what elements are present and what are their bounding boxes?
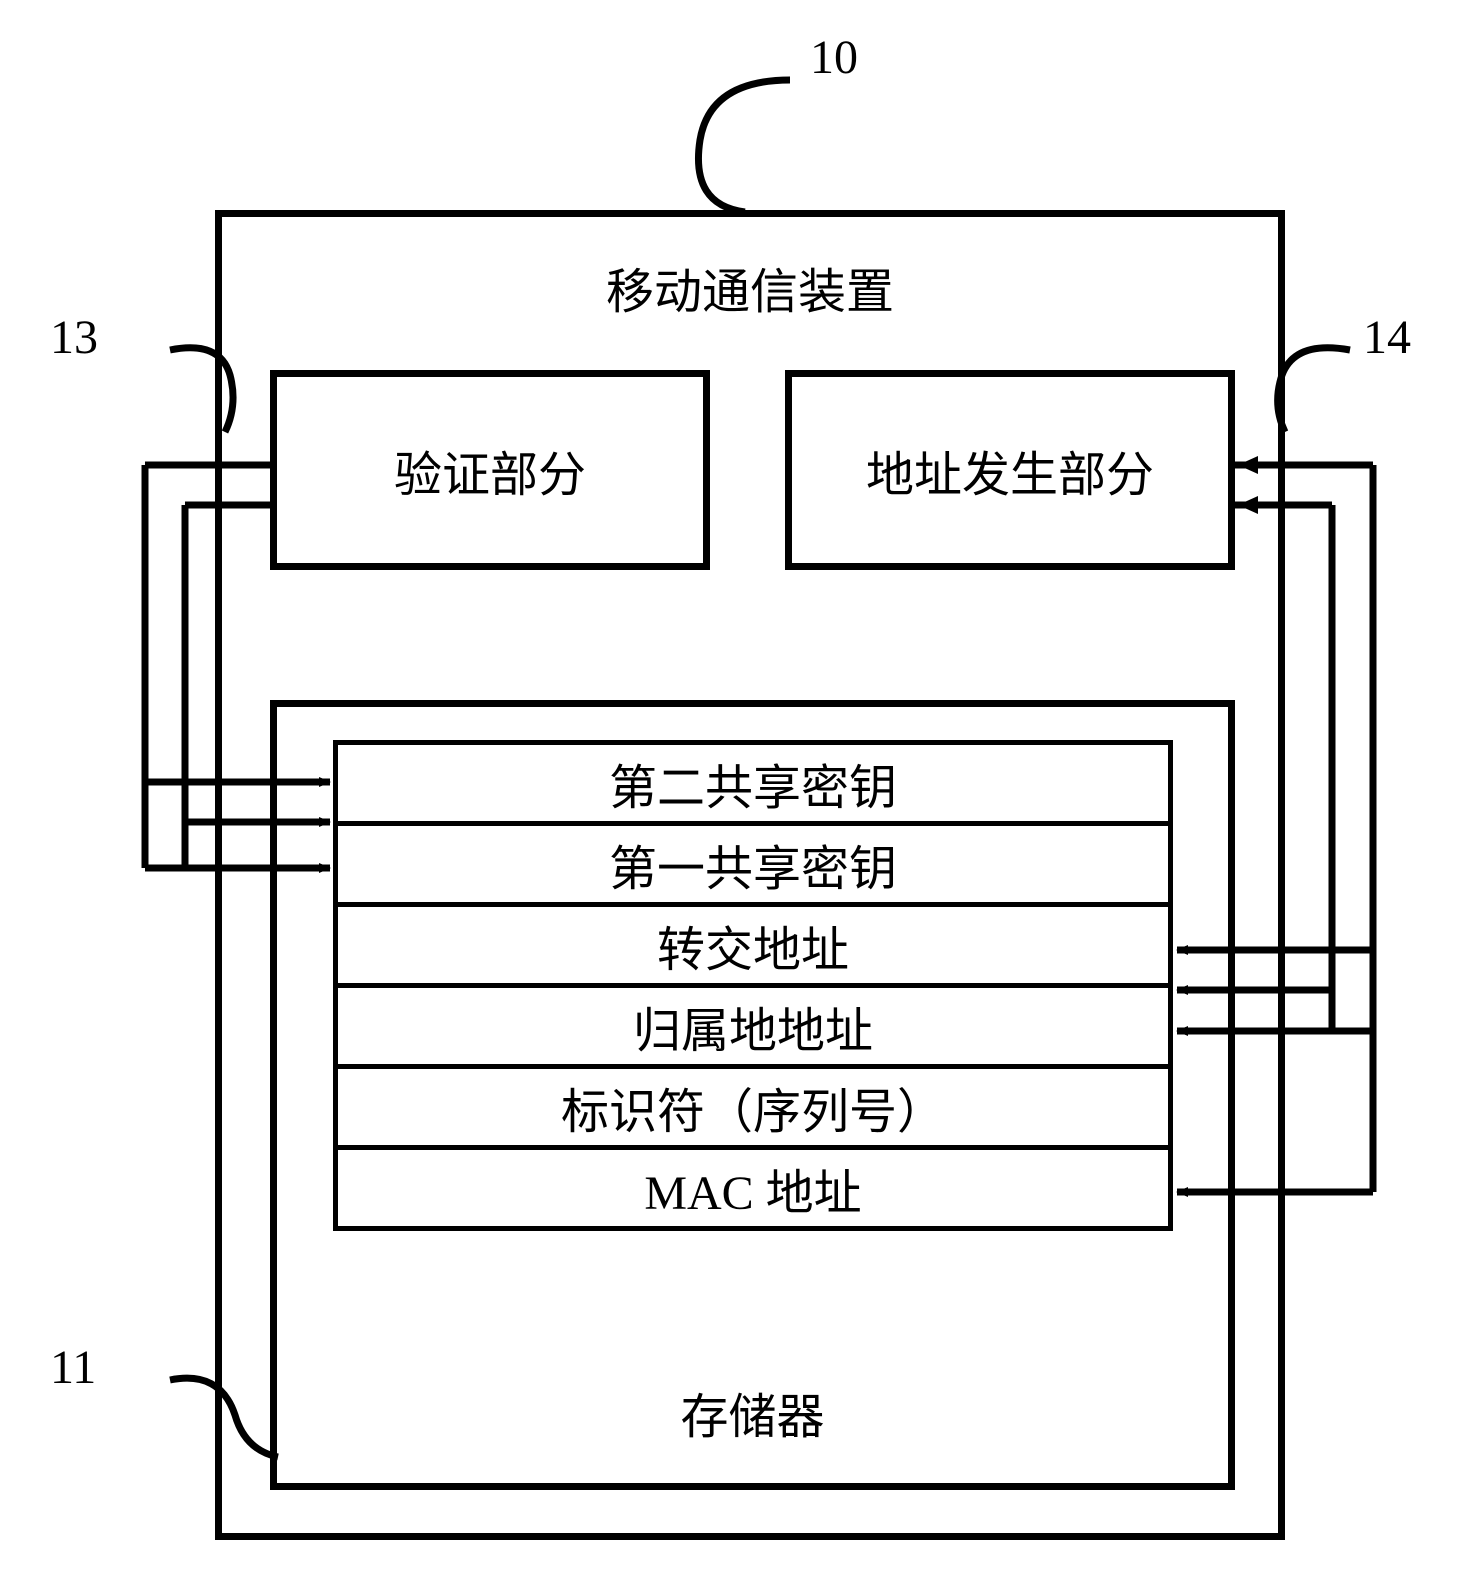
memory-row-5: MAC 地址 [333,1145,1173,1231]
memory-row-5-label: MAC 地址 [644,1153,861,1223]
memory-row-3-label: 归属地地址 [633,991,873,1061]
addrgen-block: 地址发生部分 [785,370,1235,570]
memory-row-0: 第二共享密钥 [333,740,1173,826]
memory-row-1: 第一共享密钥 [333,821,1173,907]
memory-row-0-label: 第二共享密钥 [609,748,897,818]
memory-row-4-label: 标识符（序列号） [561,1072,945,1142]
memory-row-1-label: 第一共享密钥 [609,829,897,899]
verify-block: 验证部分 [270,370,710,570]
label-13: 13 [50,310,98,365]
memory-table: 第二共享密钥 第一共享密钥 转交地址 归属地地址 标识符（序列号） MAC 地址 [333,740,1173,1231]
label-11: 11 [50,1340,96,1395]
memory-row-4: 标识符（序列号） [333,1064,1173,1150]
addrgen-block-label: 地址发生部分 [866,435,1154,505]
diagram-canvas: 10 13 14 11 移动通信装置 验证部分 地址发生部分 存储器 第二共享密… [20,20,1480,1573]
memory-row-3: 归属地地址 [333,983,1173,1069]
memory-row-2: 转交地址 [333,902,1173,988]
verify-block-label: 验证部分 [394,435,586,505]
memory-row-2-label: 转交地址 [657,910,849,980]
device-title: 移动通信装置 [222,252,1278,322]
memory-title: 存储器 [277,1377,1228,1447]
label-14: 14 [1363,310,1411,365]
label-10: 10 [810,30,858,85]
